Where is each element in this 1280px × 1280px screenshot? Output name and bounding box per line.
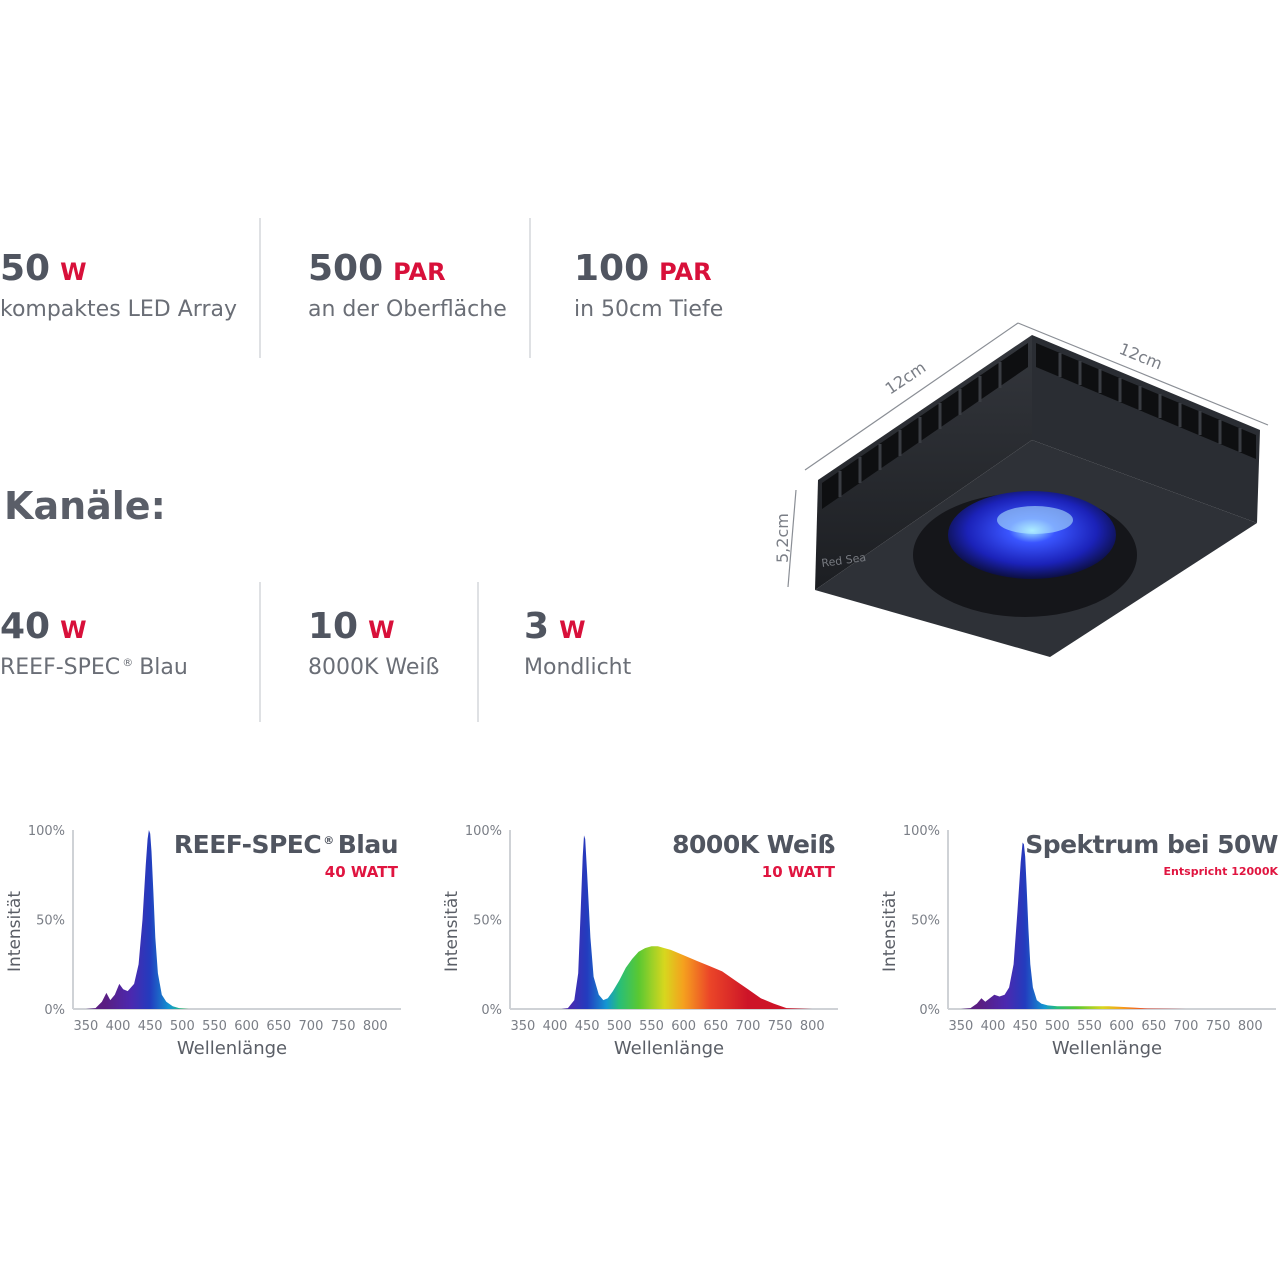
spectrum-area (960, 842, 1251, 1009)
y-tick-label: 100% (903, 824, 940, 839)
chart-1-subtitle: 40 WATT (324, 863, 398, 881)
spec-3-unit: PAR (659, 258, 712, 286)
channel-divider-2 (477, 582, 479, 722)
channel-3-unit: W (559, 616, 586, 644)
channel-1-label: REEF-SPEC ® Blau (0, 655, 188, 680)
registered-mark: ® (122, 655, 134, 669)
registered-mark: ® (323, 833, 334, 847)
y-tick-label: 50% (911, 914, 940, 929)
channel-1-value: 40 W (0, 606, 87, 647)
x-tick-label: 750 (1206, 1019, 1231, 1034)
x-tick-label: 650 (703, 1019, 728, 1034)
x-axis-label: Wellenlänge (1052, 1038, 1162, 1059)
channel-3-label: Mondlicht (524, 655, 632, 680)
x-tick-label: 550 (639, 1019, 664, 1034)
x-tick-label: 500 (170, 1019, 195, 1034)
y-axis-label: Intensität (5, 891, 25, 972)
x-tick-label: 650 (266, 1019, 291, 1034)
x-tick-label: 450 (138, 1019, 163, 1034)
x-tick-label: 800 (363, 1019, 388, 1034)
x-axis-label: Wellenlänge (614, 1038, 724, 1059)
x-tick-label: 400 (981, 1019, 1006, 1034)
x-tick-label: 350 (73, 1019, 98, 1034)
channel-2-label: 8000K Weiß (308, 655, 440, 680)
spec-divider-1 (259, 218, 261, 358)
x-tick-label: 450 (1013, 1019, 1038, 1034)
x-tick-label: 750 (331, 1019, 356, 1034)
chart-2-subtitle: 10 WATT (761, 863, 835, 881)
x-tick-label: 700 (299, 1019, 324, 1034)
spectrum-area (522, 835, 813, 1009)
x-tick-label: 350 (948, 1019, 973, 1034)
x-tick-label: 750 (768, 1019, 793, 1034)
chart-2-title-block: 8000K Weiß 10 WATT (672, 830, 835, 881)
spec-1: 50 W kompaktes LED Array (0, 248, 237, 322)
product-illustration: 12cm 12cm 5,2cm Red Sea (773, 322, 1269, 657)
x-tick-label: 650 (1141, 1019, 1166, 1034)
spectrum-chart-3: 350 400 450 500 550 600 650 700 750 800 0% 50% 100% W… (880, 824, 1276, 1059)
y-tick-label: 0% (919, 1003, 940, 1018)
spec-1-value: 50 W (0, 248, 87, 289)
spec-3-value: 100 PAR (574, 248, 712, 289)
x-tick-label: 450 (575, 1019, 600, 1034)
channel-2: 10 W 8000K Weiß (308, 606, 439, 680)
channel-2-unit: W (368, 616, 395, 644)
x-tick-label: 800 (800, 1019, 825, 1034)
channels-heading: Kanäle: (4, 484, 166, 528)
channel-2-value: 10 W (308, 606, 395, 647)
channel-divider-1 (259, 582, 261, 722)
spec-2-unit: PAR (393, 258, 446, 286)
spec-2: 500 PAR an der Oberfläche (308, 248, 507, 322)
spec-3: 100 PAR in 50cm Tiefe (574, 248, 723, 322)
chart-3-title: Spektrum bei 50W (1025, 830, 1278, 859)
chart-3-subtitle: Entspricht 12000K (1163, 865, 1278, 878)
x-tick-label: 500 (1045, 1019, 1070, 1034)
x-tick-label: 700 (1174, 1019, 1199, 1034)
spectrum-area (85, 830, 376, 1009)
y-tick-label: 100% (465, 824, 502, 839)
y-tick-label: 0% (44, 1003, 65, 1018)
brand-logo: Red Sea (821, 551, 867, 570)
x-axis-label: Wellenlänge (177, 1038, 287, 1059)
chart-3-title-block: Spektrum bei 50W Entspricht 12000K (1025, 830, 1278, 878)
x-tick-label: 400 (106, 1019, 131, 1034)
x-tick-label: 550 (1077, 1019, 1102, 1034)
x-tick-label: 500 (607, 1019, 632, 1034)
x-tick-label: 800 (1238, 1019, 1263, 1034)
x-tick-label: 600 (671, 1019, 696, 1034)
chart-1-title-block: REEF-SPEC ® Blau 40 WATT (173, 830, 399, 881)
x-tick-label: 350 (510, 1019, 535, 1034)
y-axis-label: Intensität (442, 891, 462, 972)
spec-1-label: kompaktes LED Array (0, 297, 237, 322)
dimension-lines (787, 322, 1269, 588)
dimension-top-right: 12cm (1117, 339, 1166, 373)
y-tick-label: 50% (473, 914, 502, 929)
x-tick-label: 700 (736, 1019, 761, 1034)
spectrum-chart-1: 350 400 450 500 550 600 650 700 750 800 0% 50% 100% W… (5, 824, 401, 1059)
x-tick-label: 400 (543, 1019, 568, 1034)
x-tick-label: 550 (202, 1019, 227, 1034)
spec-2-label: an der Oberfläche (308, 297, 507, 322)
channel-1: 40 W REEF-SPEC ® Blau (0, 606, 188, 680)
spec-1-unit: W (60, 258, 87, 286)
y-tick-label: 50% (36, 914, 65, 929)
x-tick-label: 600 (234, 1019, 259, 1034)
spec-divider-2 (529, 218, 531, 358)
y-axis-label: Intensität (880, 891, 900, 972)
x-tick-label: 600 (1109, 1019, 1134, 1034)
dimension-height: 5,2cm (773, 513, 792, 563)
y-tick-label: 100% (28, 824, 65, 839)
spec-3-label: in 50cm Tiefe (574, 297, 724, 322)
spec-2-value: 500 PAR (308, 248, 446, 289)
lens-glow (948, 491, 1116, 579)
dimension-top-left: 12cm (882, 358, 930, 399)
chart-1-title: REEF-SPEC ® Blau (173, 830, 399, 859)
channel-1-unit: W (60, 616, 87, 644)
y-tick-label: 0% (481, 1003, 502, 1018)
chart-2-title: 8000K Weiß (672, 830, 835, 859)
spectrum-chart-2: 350 400 450 500 550 600 650 700 750 800 0% 50% 100% W… (442, 824, 838, 1059)
